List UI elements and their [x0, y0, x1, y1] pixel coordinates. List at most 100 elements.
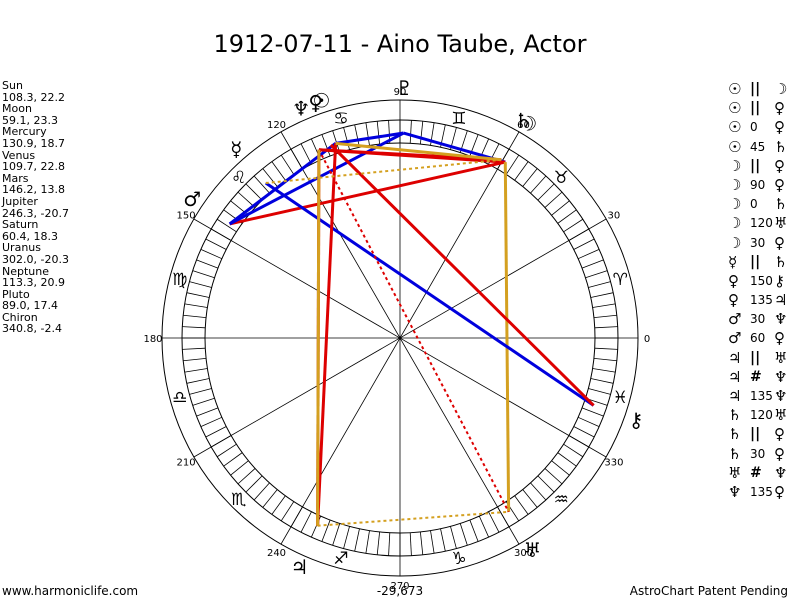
- planet-list-name: Venus: [2, 148, 36, 162]
- aspect-row: ♃ || ♅: [728, 349, 798, 368]
- zodiac-sign-gemini-icon: ♊: [451, 109, 466, 129]
- degree-tick: [245, 183, 263, 201]
- aspect-planet-2: ♀: [774, 425, 785, 444]
- aspect-planet-1: ♃: [728, 367, 742, 386]
- degree-tick: [573, 426, 595, 438]
- aspect-row: ♀ 150 ⚷: [728, 272, 798, 291]
- degree-tick: [505, 154, 520, 175]
- aspect-planet-2: ♀: [774, 329, 785, 348]
- planet-list-name: Neptune: [2, 264, 50, 278]
- degree-tick: [409, 120, 412, 144]
- planet-list-value: 113.3, 20.9: [2, 276, 65, 290]
- degree-tick: [332, 130, 341, 153]
- planet-list-name: Mercury: [2, 125, 47, 139]
- degree-tick: [280, 501, 295, 522]
- degree-tick: [585, 270, 608, 279]
- degree-tick: [459, 523, 468, 546]
- aspect-row: ☉ || ☽: [728, 80, 798, 99]
- aspect-planet-2: ♅: [774, 214, 788, 233]
- degree-label: 240: [267, 548, 286, 559]
- aspect-line-moon-mars: [229, 160, 506, 226]
- aspect-planet-2: ♄: [774, 195, 788, 214]
- degree-tick: [253, 482, 270, 501]
- degree-tick: [343, 526, 350, 549]
- aspect-angle: ||: [750, 426, 761, 443]
- degree-tick: [321, 519, 331, 542]
- degree-tick: [563, 218, 584, 233]
- planet-list-value: 60.4, 18.3: [2, 229, 58, 243]
- aspect-row: ☽ 0 ♄: [728, 195, 798, 214]
- division-spoke: [193, 218, 607, 458]
- aspect-line-jupiter-sun: [316, 143, 338, 526]
- aspect-planet-2: ♀: [774, 444, 785, 463]
- aspect-row: ☽ 120 ♅: [728, 214, 798, 233]
- footer-website: www.harmoniclife.com: [2, 584, 139, 598]
- planet-list-value: 108.3, 22.2: [2, 90, 65, 104]
- chart-title: 1912-07-11 - Aino Taube, Actor: [213, 30, 587, 58]
- aspect-planet-1: ♄: [728, 425, 742, 444]
- aspect-planet-2: ⚷: [774, 271, 785, 290]
- degree-label: 180: [143, 334, 162, 345]
- degree-tick: [300, 511, 312, 533]
- degree-tick: [332, 523, 341, 546]
- aspect-planet-1: ☉: [728, 99, 742, 118]
- aspect-row: ♃ # ♆: [728, 368, 798, 387]
- degree-tick: [183, 357, 207, 362]
- aspect-angle: #: [750, 368, 762, 385]
- aspect-row: ♆ 135 ♀: [728, 483, 798, 502]
- zodiac-sign-scorpio-icon: ♏: [231, 490, 246, 510]
- aspect-row: ♅ # ♆: [728, 464, 798, 483]
- degree-tick: [440, 528, 446, 552]
- degree-tick: [230, 460, 249, 476]
- degree-tick: [551, 200, 570, 216]
- aspect-planet-2: ♀: [774, 118, 785, 137]
- aspect-row: ♄ || ♀: [728, 425, 798, 444]
- aspect-planet-1: ☽: [728, 214, 742, 233]
- degree-tick: [573, 238, 595, 250]
- zodiac-sign-aries-icon: ♈: [613, 270, 628, 290]
- degree-tick: [588, 388, 611, 395]
- degree-tick: [577, 248, 600, 260]
- aspect-planet-2: ♀: [774, 99, 785, 118]
- degree-tick: [343, 127, 350, 150]
- degree-tick: [184, 303, 208, 308]
- zodiac-sign-aquarius-icon: ♒: [554, 490, 569, 510]
- aspect-planet-2: ☽: [774, 80, 788, 98]
- aspect-planet-1: ☽: [728, 175, 742, 194]
- degree-tick: [192, 270, 215, 279]
- degree-label: 0: [644, 334, 650, 345]
- aspect-line-neptune-uranus: [318, 149, 510, 513]
- degree-tick: [557, 452, 577, 467]
- aspect-line-sun-pluto: [335, 131, 404, 145]
- planet-list-value: 246.3, -20.7: [2, 206, 69, 220]
- aspect-planet-1: ♃: [728, 387, 742, 405]
- aspect-planet-1: ♀: [728, 271, 739, 290]
- degree-tick: [216, 218, 237, 233]
- degree-tick: [200, 248, 223, 260]
- aspect-angle: ||: [750, 100, 761, 117]
- aspect-planet-1: ♄: [728, 406, 742, 425]
- degree-tick: [200, 416, 223, 428]
- aspect-planet-2: ♆: [774, 387, 788, 405]
- aspect-row: ☉ 0 ♀: [728, 118, 798, 137]
- degree-tick: [376, 531, 381, 555]
- degree-tick: [478, 515, 490, 538]
- degree-tick: [262, 489, 278, 508]
- planet-list-value: 302.0, -20.3: [2, 252, 69, 266]
- degree-label: 120: [267, 120, 286, 131]
- degree-tick: [321, 134, 331, 157]
- degree-tick: [514, 161, 529, 181]
- degree-tick: [581, 259, 604, 269]
- aspect-row: ♂ 30 ♆: [728, 310, 798, 329]
- degree-tick: [594, 347, 618, 350]
- aspect-row: ♃ 135 ♆: [728, 387, 798, 406]
- aspect-angle: 135: [750, 389, 773, 403]
- planet-list-value: 89.0, 17.4: [2, 299, 58, 313]
- degree-tick: [537, 475, 555, 493]
- planet-pluto-icon: ♇: [395, 76, 413, 100]
- planet-neptune-icon: ♆: [292, 96, 310, 120]
- zodiac-sign-capricorn-icon: ♑: [451, 549, 466, 569]
- aspect-angle: #: [750, 464, 762, 481]
- planet-list-value: 109.7, 22.8: [2, 160, 65, 174]
- degree-tick: [594, 326, 618, 329]
